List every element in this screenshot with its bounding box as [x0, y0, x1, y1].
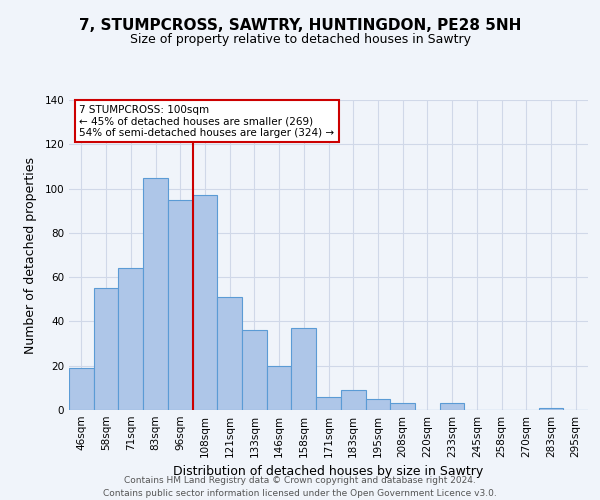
Text: 7, STUMPCROSS, SAWTRY, HUNTINGDON, PE28 5NH: 7, STUMPCROSS, SAWTRY, HUNTINGDON, PE28 … — [79, 18, 521, 32]
Bar — [292, 328, 316, 410]
Bar — [341, 390, 365, 410]
Bar — [217, 297, 242, 410]
Y-axis label: Number of detached properties: Number of detached properties — [25, 156, 37, 354]
Bar — [539, 408, 563, 410]
Bar — [440, 404, 464, 410]
Bar — [69, 368, 94, 410]
Bar — [365, 399, 390, 410]
Bar — [143, 178, 168, 410]
Bar — [168, 200, 193, 410]
Bar — [267, 366, 292, 410]
Bar — [118, 268, 143, 410]
Bar — [94, 288, 118, 410]
Bar — [242, 330, 267, 410]
Bar — [193, 195, 217, 410]
X-axis label: Distribution of detached houses by size in Sawtry: Distribution of detached houses by size … — [173, 466, 484, 478]
Text: Contains HM Land Registry data © Crown copyright and database right 2024.
Contai: Contains HM Land Registry data © Crown c… — [103, 476, 497, 498]
Text: Size of property relative to detached houses in Sawtry: Size of property relative to detached ho… — [130, 32, 470, 46]
Bar — [390, 404, 415, 410]
Text: 7 STUMPCROSS: 100sqm
← 45% of detached houses are smaller (269)
54% of semi-deta: 7 STUMPCROSS: 100sqm ← 45% of detached h… — [79, 104, 335, 138]
Bar — [316, 396, 341, 410]
